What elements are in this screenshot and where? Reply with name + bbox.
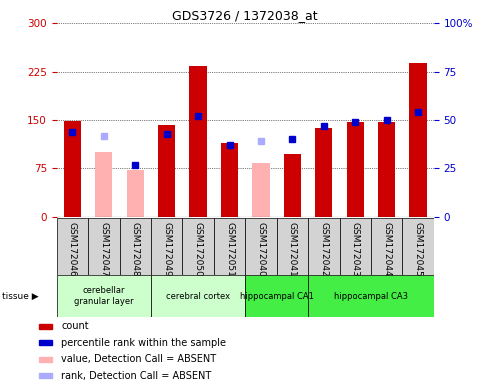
Text: GSM172042: GSM172042	[319, 222, 328, 276]
Text: GSM172048: GSM172048	[131, 222, 140, 276]
Bar	[57, 218, 88, 275]
Bar	[221, 142, 238, 217]
Bar	[315, 128, 332, 217]
Text: value, Detection Call = ABSENT: value, Detection Call = ABSENT	[61, 354, 216, 364]
Bar	[182, 218, 214, 275]
Bar	[95, 152, 112, 217]
Bar	[308, 275, 434, 317]
Bar	[347, 122, 364, 217]
Title: GDS3726 / 1372038_at: GDS3726 / 1372038_at	[173, 9, 318, 22]
Text: GSM172041: GSM172041	[288, 222, 297, 276]
Bar	[119, 218, 151, 275]
Text: rank, Detection Call = ABSENT: rank, Detection Call = ABSENT	[61, 371, 211, 381]
Bar	[151, 218, 182, 275]
Bar	[39, 324, 52, 329]
Bar	[277, 218, 308, 275]
Bar	[214, 218, 246, 275]
Bar	[284, 154, 301, 217]
Text: GSM172040: GSM172040	[256, 222, 266, 276]
Bar	[410, 63, 427, 217]
Bar	[151, 275, 245, 317]
Text: GSM172044: GSM172044	[382, 222, 391, 276]
Bar	[39, 340, 52, 345]
Bar	[371, 218, 402, 275]
Text: hippocampal CA1: hippocampal CA1	[240, 291, 314, 301]
Bar	[245, 275, 308, 317]
Bar	[39, 373, 52, 378]
Text: cerebellar
granular layer: cerebellar granular layer	[74, 286, 134, 306]
Bar	[340, 218, 371, 275]
Bar	[64, 121, 81, 217]
Text: GSM172049: GSM172049	[162, 222, 171, 276]
Bar	[88, 218, 119, 275]
Bar	[402, 218, 434, 275]
Bar	[189, 66, 207, 217]
Text: hippocampal CA3: hippocampal CA3	[334, 291, 408, 301]
Bar	[39, 357, 52, 362]
Text: cerebral cortex: cerebral cortex	[166, 291, 230, 301]
Text: GSM172046: GSM172046	[68, 222, 77, 276]
Bar	[245, 218, 277, 275]
Bar	[378, 122, 395, 217]
Bar	[158, 124, 176, 217]
Text: count: count	[61, 321, 89, 331]
Bar	[127, 170, 144, 217]
Text: GSM172043: GSM172043	[351, 222, 360, 276]
Bar	[308, 218, 340, 275]
Text: tissue ▶: tissue ▶	[2, 291, 39, 301]
Text: percentile rank within the sample: percentile rank within the sample	[61, 338, 226, 348]
Bar	[57, 275, 151, 317]
Bar	[252, 163, 270, 217]
Text: GSM172050: GSM172050	[194, 222, 203, 276]
Text: GSM172045: GSM172045	[414, 222, 423, 276]
Text: GSM172051: GSM172051	[225, 222, 234, 276]
Text: GSM172047: GSM172047	[99, 222, 108, 276]
